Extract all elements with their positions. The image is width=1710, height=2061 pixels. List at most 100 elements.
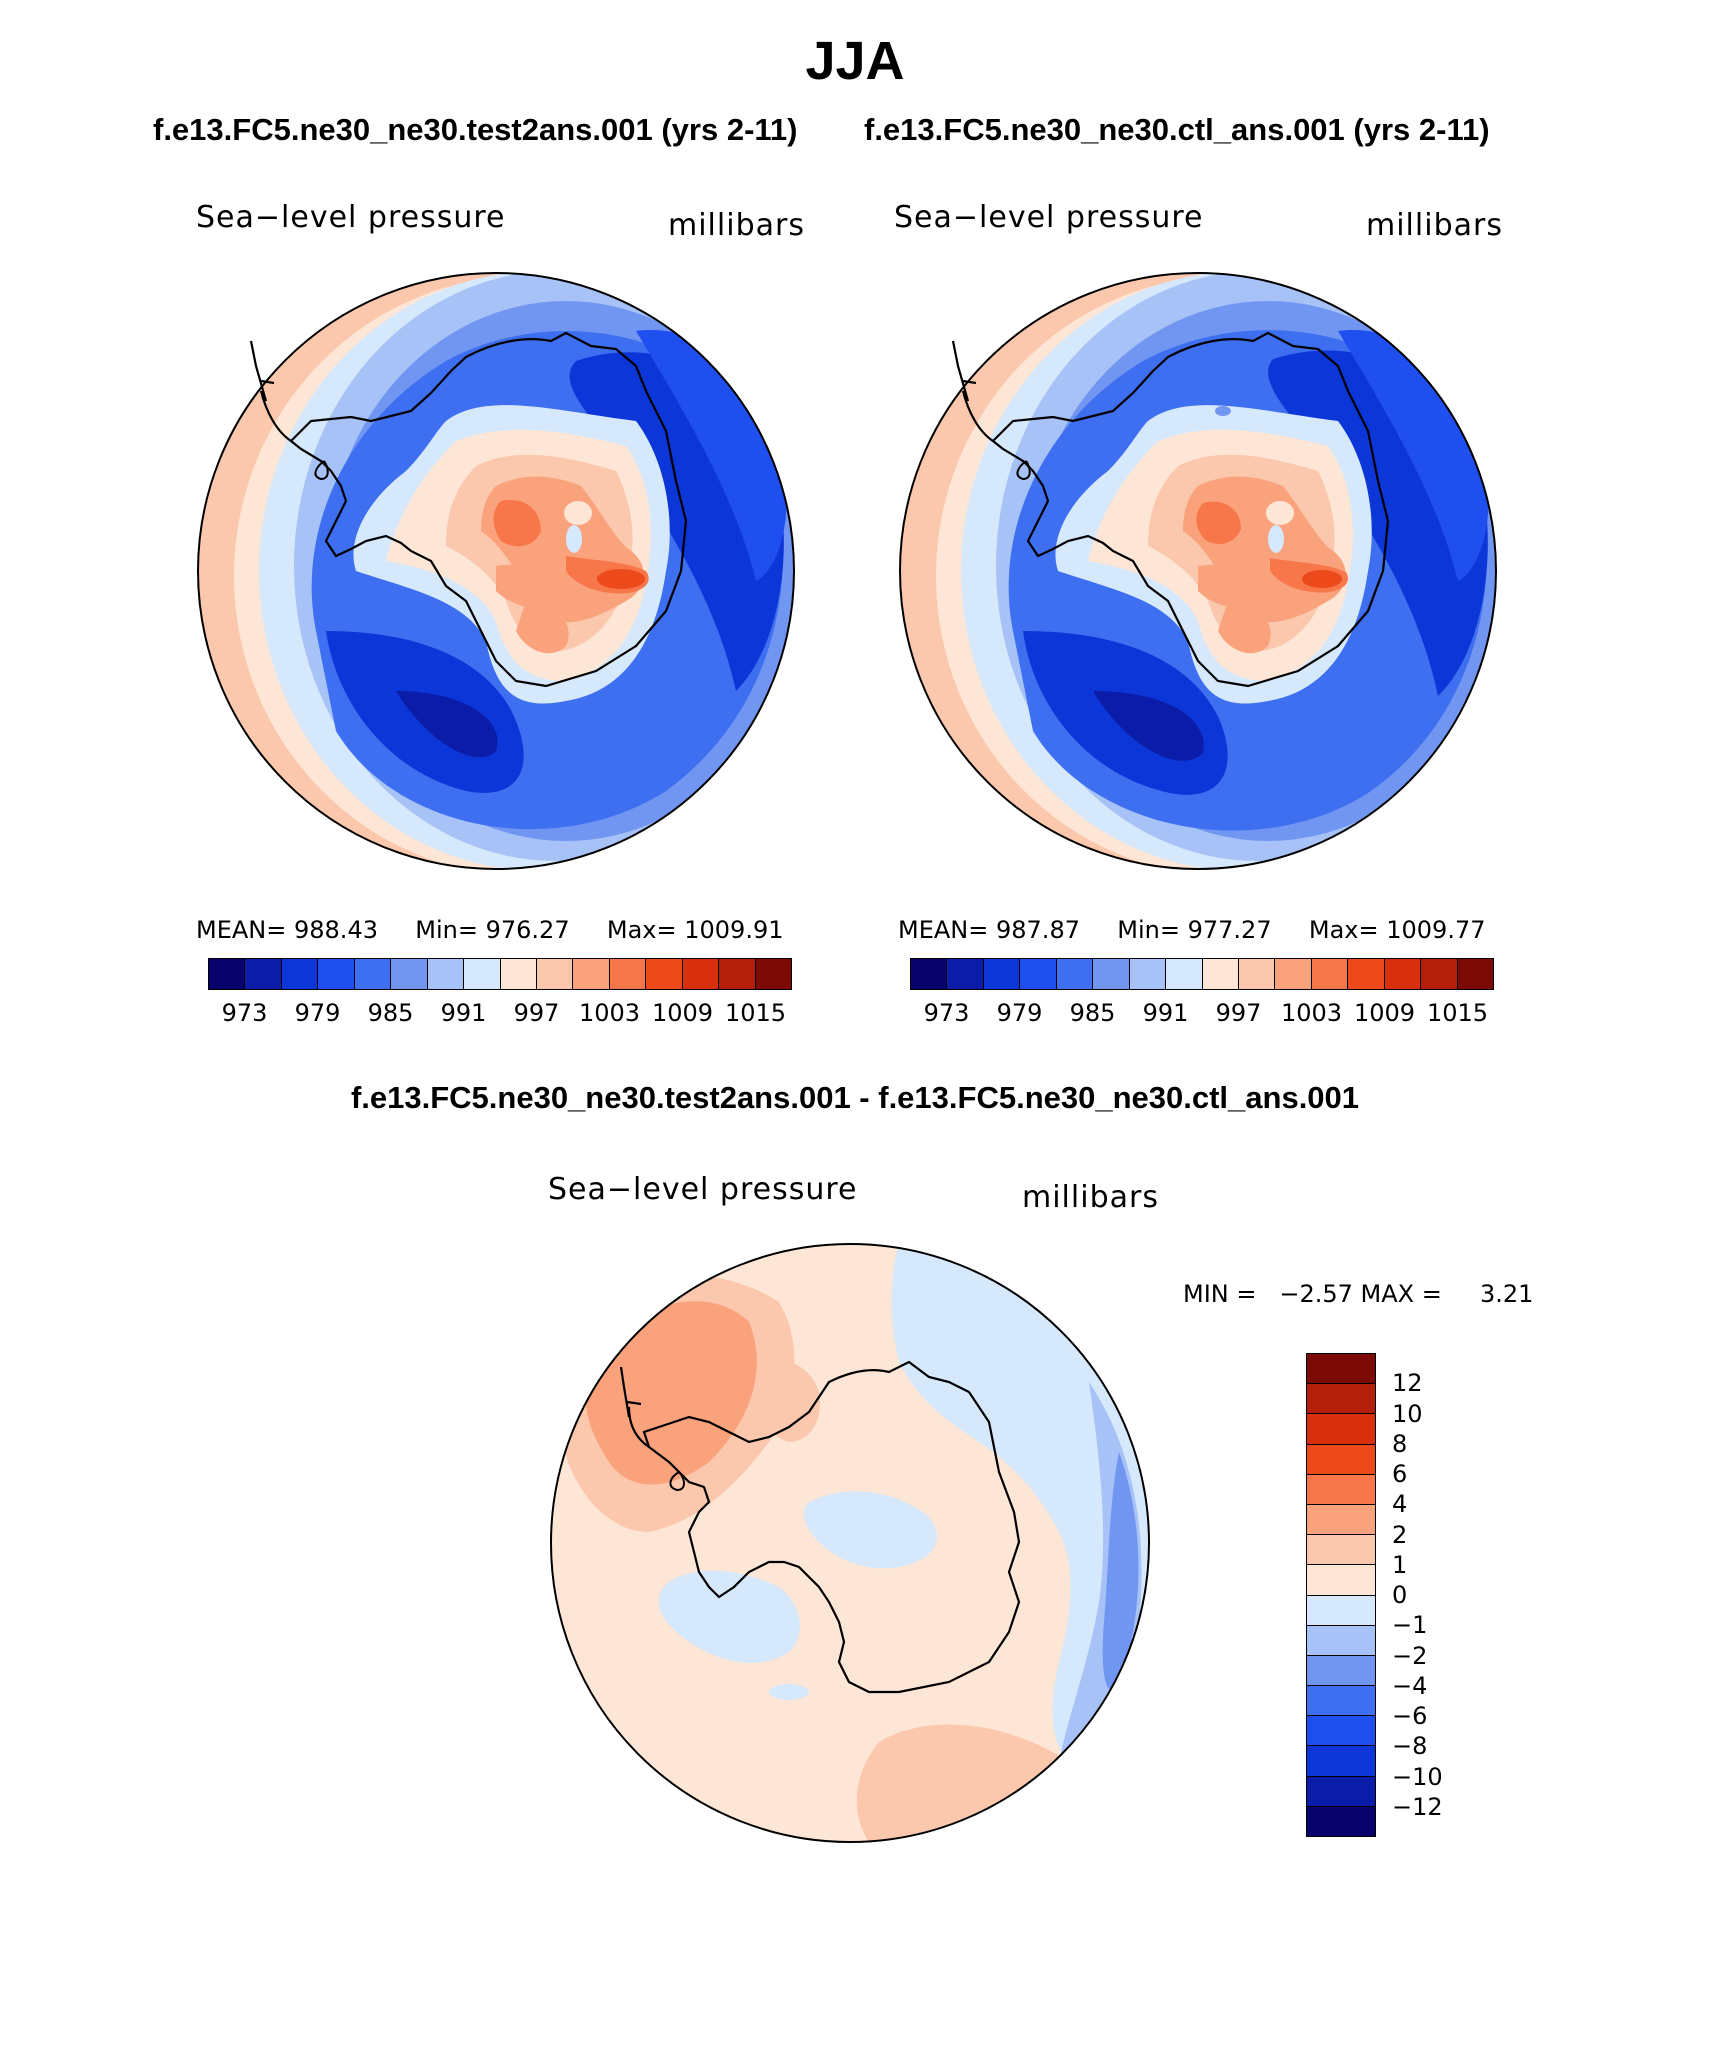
panel2-colorbar-swatch (1238, 959, 1276, 989)
panel2-colorbar-tick: 1003 (1280, 999, 1343, 1027)
diff-neutral-band (807, 1251, 1142, 1673)
difference-colorbar-ticks: 12 10 8 6 4 2 1 0 −1 −2 −4 −6 −8 −10 −12 (1392, 1353, 1472, 1837)
season-title: JJA (805, 31, 905, 91)
difference-colorbar-tick: 8 (1392, 1429, 1408, 1458)
panel2-colorbar-swatch (983, 959, 1021, 989)
plateau-pale (564, 501, 592, 525)
panel1-min-value: 976.27 (485, 916, 570, 944)
difference-colorbar-swatch (1307, 1504, 1375, 1536)
panel2-colorbar-ticks: 973 979 985 991 997 1003 1009 1015 (910, 999, 1494, 1029)
panel2-colorbar-tick: 991 (1142, 999, 1189, 1027)
difference-colorbar-tick: 12 (1392, 1369, 1423, 1398)
panel2-mean-value: 987.87 (996, 916, 1080, 944)
antarctic-peninsula (619, 1366, 650, 1448)
panel1-colorbar-swatch (318, 959, 355, 989)
difference-colorbar-tick: −10 (1392, 1762, 1443, 1791)
antarctica-coastline (642, 1360, 1021, 1694)
panel1-colorbar-swatch (682, 959, 720, 989)
difference-colorbar-swatch (1307, 1746, 1375, 1777)
panel1-stats: MEAN= 988.43 Min= 976.27 Max= 1009.91 (196, 916, 784, 944)
panel2-colorbar-swatch (1202, 959, 1239, 989)
panel2-colorbar-swatch (947, 959, 984, 989)
panel1-colorbar-tick: 1009 (651, 999, 714, 1027)
difference-title: f.e13.FC5.ne30_ne30.test2ans.001 - f.e13… (350, 1080, 1360, 1115)
panel2-colorbar-tick: 1009 (1353, 999, 1416, 1027)
panel1-colorbar-swatch (427, 959, 465, 989)
panel1-colorbar-swatch (719, 959, 756, 989)
panel1-mean-label: MEAN= (196, 916, 287, 944)
panel2-variable-label: Sea−level pressure (894, 200, 1204, 235)
panel2-colorbar-tick: 979 (996, 999, 1043, 1027)
panel2-colorbar-tick: 997 (1215, 999, 1262, 1027)
panel2-colorbar-swatch (911, 959, 948, 989)
panel2-polar-map (899, 272, 1497, 870)
diff-variable-label: Sea−level pressure (548, 1172, 858, 1207)
panel1-colorbar-swatch (755, 959, 791, 989)
difference-colorbar-tick: −2 (1392, 1641, 1428, 1670)
panel1-colorbar-swatch (536, 959, 574, 989)
ridge-mid-high (1198, 564, 1268, 608)
antarctic-peninsula (951, 340, 994, 442)
panel2-stats: MEAN= 987.87 Min= 977.27 Max= 1009.77 (898, 916, 1486, 944)
panel1-colorbar-swatch (609, 959, 647, 989)
diff-positive-south (856, 1724, 1069, 1842)
panel2-colorbar-swatch (1421, 959, 1458, 989)
panel1-colorbar-tick: 1003 (578, 999, 641, 1027)
diff-positive-plateau (758, 1361, 820, 1442)
difference-colorbar-tick: −12 (1392, 1792, 1443, 1821)
panel2-colorbar-tick: 973 (923, 999, 970, 1027)
difference-colorbar-tick: −1 (1392, 1611, 1428, 1640)
highpeak-east-core (597, 569, 645, 589)
panel1-colorbar-swatch (391, 959, 428, 989)
difference-colorbar-tick: −6 (1392, 1702, 1428, 1730)
panel1-colorbar-swatch (209, 959, 246, 989)
panel1-colorbar-tick: 1015 (724, 999, 787, 1027)
panel1-colorbar-tick: 991 (440, 999, 487, 1027)
plateau-pale-low (566, 525, 582, 553)
difference-colorbar-tick: −4 (1392, 1671, 1428, 1700)
difference-colorbar-swatch (1307, 1414, 1375, 1445)
west-low-deep (396, 691, 498, 758)
difference-colorbar-tick: 6 (1392, 1460, 1408, 1488)
map-boundary-circle (197, 272, 795, 870)
difference-colorbar-swatch (1307, 1716, 1375, 1747)
diff-units-label: millibars (1022, 1180, 1159, 1215)
antarctic-peninsula (249, 340, 292, 442)
panel1-colorbar-tick: 979 (294, 999, 341, 1027)
difference-colorbar-swatch (1307, 1354, 1375, 1385)
weddell-inlet (669, 1471, 685, 1492)
diff-negative-east (891, 1244, 1149, 1762)
plateau-pale-low (1268, 525, 1284, 553)
difference-colorbar-tick: 2 (1392, 1520, 1408, 1549)
highpeak-west (493, 500, 541, 547)
panel1-colorbar-ticks: 973 979 985 991 997 1003 1009 1015 (208, 999, 792, 1029)
panel1-colorbar-swatch (500, 959, 537, 989)
panel1-variable-label: Sea−level pressure (196, 200, 506, 235)
panel2-colorbar-swatch (1384, 959, 1422, 989)
panel1-colorbar-tick: 973 (221, 999, 268, 1027)
ridge-south (1218, 601, 1271, 654)
ridge-mid-high (496, 564, 566, 608)
panel1-mean-value: 988.43 (294, 916, 378, 944)
weddell-inlet (1016, 460, 1031, 481)
panel2-colorbar-swatch (1093, 959, 1130, 989)
diff-negative-interior (803, 1491, 938, 1569)
panel2-colorbar-tick: 985 (1069, 999, 1116, 1027)
panel1-colorbar-swatch (281, 959, 319, 989)
difference-polar-map (550, 1243, 1150, 1843)
panel1-colorbar (208, 958, 792, 990)
difference-colorbar-swatch (1307, 1686, 1375, 1717)
panel1-colorbar-swatch (464, 959, 501, 989)
panel1-max-value: 1009.91 (684, 916, 784, 944)
west-low-deep (1093, 691, 1204, 761)
panel1-colorbar-swatch (354, 959, 392, 989)
diff-negative-blip (769, 1684, 809, 1700)
difference-colorbar-swatch (1307, 1776, 1375, 1807)
panel2-colorbar (910, 958, 1494, 990)
difference-colorbar-tick: 4 (1392, 1490, 1408, 1519)
panel1-max-label: Max= (606, 916, 677, 944)
antarctica-coastline (991, 331, 1390, 688)
case-header-control: f.e13.FC5.ne30_ne30.ctl_ans.001 (yrs 2-1… (864, 112, 1490, 147)
difference-colorbar-tick: 1 (1392, 1550, 1408, 1579)
panel2-min-value: 977.27 (1187, 916, 1272, 944)
